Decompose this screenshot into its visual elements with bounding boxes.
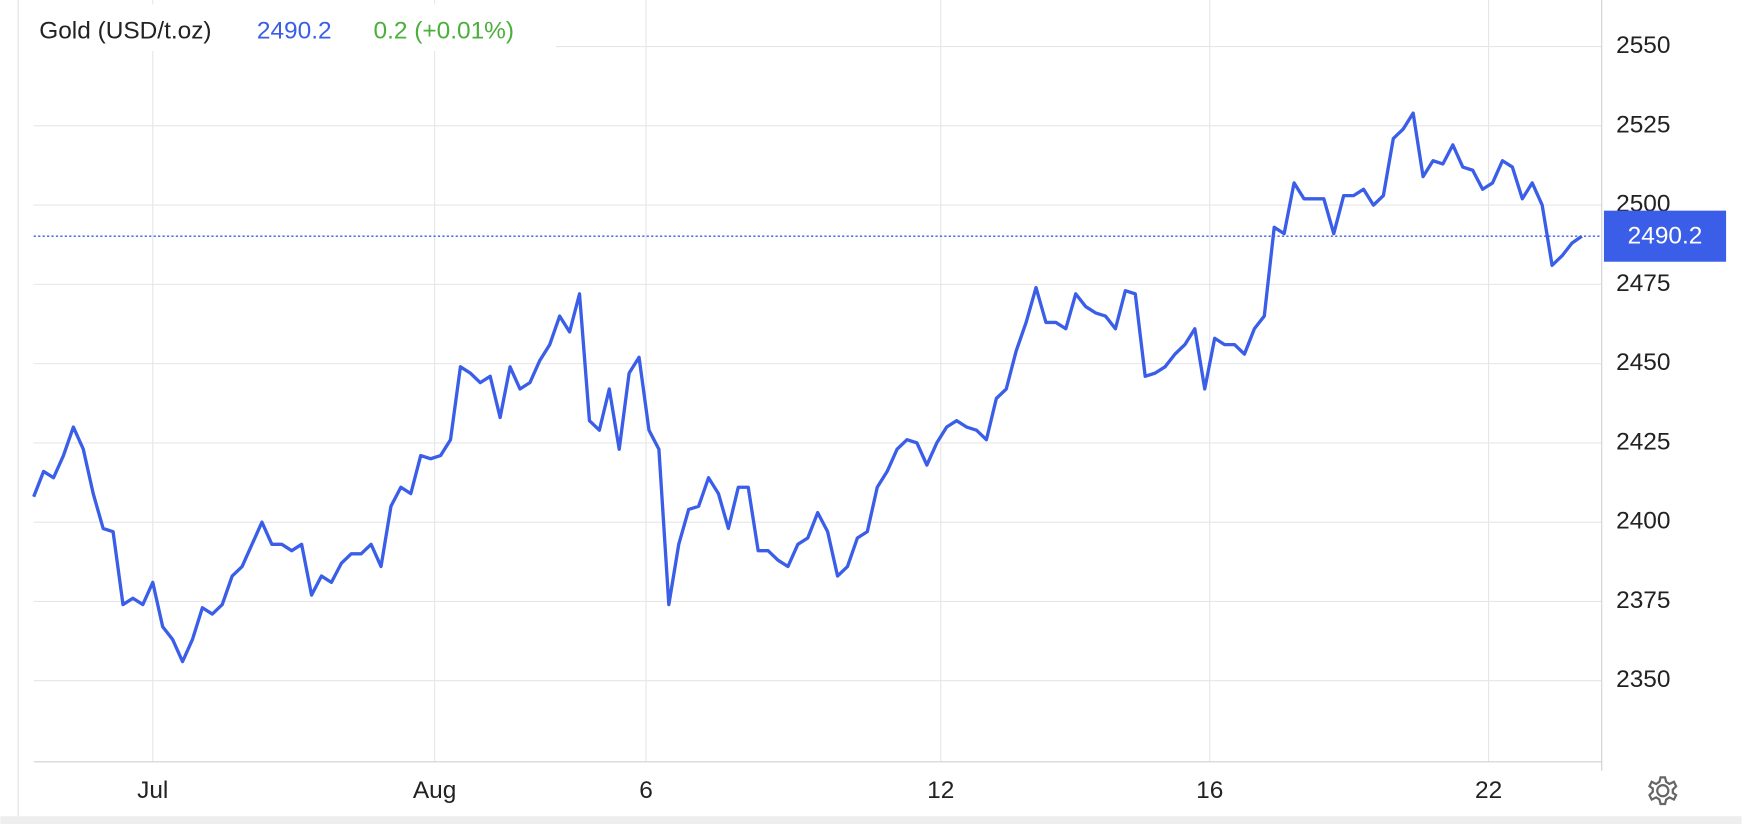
x-tick-label: Aug xyxy=(413,777,456,804)
last-price: 2490.2 xyxy=(257,18,332,45)
y-tick-label: 2550 xyxy=(1616,32,1670,59)
y-tick-label: 2450 xyxy=(1616,349,1670,376)
x-tick-label: 16 xyxy=(1196,777,1223,804)
x-tick-label: 6 xyxy=(639,777,653,804)
plot: 2490.2 xyxy=(32,111,1727,664)
instrument-name: Gold (USD/t.oz) xyxy=(39,18,211,45)
header-background xyxy=(24,4,556,52)
x-tick-label: 22 xyxy=(1475,777,1502,804)
price-change: 0.2 (+0.01%) xyxy=(373,18,514,45)
x-tick-label: 12 xyxy=(927,777,954,804)
y-tick-label: 2475 xyxy=(1616,270,1670,297)
y-tick-label: 2350 xyxy=(1616,666,1670,693)
y-tick-label: 2425 xyxy=(1616,428,1670,455)
y-tick-label: 2525 xyxy=(1616,111,1670,138)
x-tick-label: Jul xyxy=(137,777,168,804)
last-price-label: 2490.2 xyxy=(1628,223,1703,250)
y-tick-label: 2400 xyxy=(1616,508,1670,535)
last-price-badge xyxy=(1603,210,1727,262)
price-line xyxy=(32,111,1583,664)
bottom-bar xyxy=(0,816,1742,824)
y-tick-label: 2375 xyxy=(1616,587,1670,614)
settings-icon[interactable] xyxy=(1648,776,1678,806)
